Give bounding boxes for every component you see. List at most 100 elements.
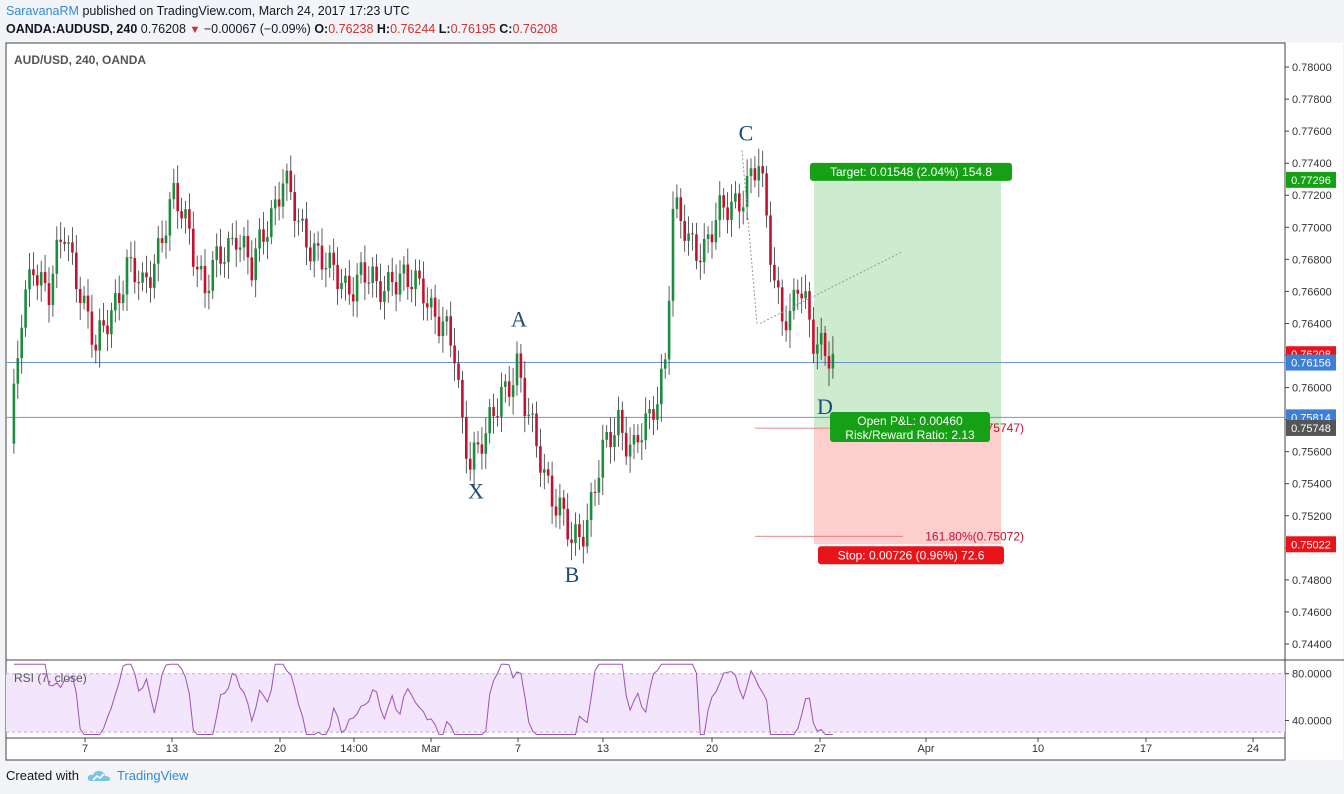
candle-body bbox=[110, 310, 113, 335]
candle-body bbox=[422, 278, 425, 304]
candle-body bbox=[86, 295, 90, 312]
candle-body bbox=[749, 168, 753, 177]
price-badge-bg bbox=[1286, 419, 1336, 436]
price-badge-text: 0.75748 bbox=[1291, 423, 1331, 435]
candle-body bbox=[141, 272, 144, 283]
candle-body bbox=[215, 246, 218, 260]
candle-body bbox=[383, 290, 386, 302]
candle-body bbox=[207, 290, 211, 294]
candle-body bbox=[531, 413, 534, 415]
symbol: OANDA:AUDUSD, 240 bbox=[6, 22, 138, 36]
x-tick-label: 14:00 bbox=[340, 743, 368, 755]
candle-body bbox=[90, 311, 94, 345]
candle-body bbox=[546, 469, 550, 476]
candle-body bbox=[507, 381, 511, 397]
rsi-y-tick-label: 40.0000 bbox=[1292, 715, 1332, 727]
candle-body bbox=[227, 237, 230, 263]
price-badge-text: 0.76156 bbox=[1291, 358, 1331, 370]
price-badge-bg bbox=[1286, 354, 1336, 371]
candle-body bbox=[472, 442, 476, 470]
candle-body bbox=[55, 239, 59, 274]
close-label: C: bbox=[499, 22, 513, 36]
y-tick-label: 0.75600 bbox=[1292, 447, 1332, 459]
y-tick-label: 0.76400 bbox=[1292, 318, 1332, 330]
pnl-label-bg bbox=[830, 411, 990, 442]
candle-body bbox=[410, 286, 413, 290]
candle-body bbox=[632, 435, 636, 445]
candle-body bbox=[176, 183, 179, 212]
candle-body bbox=[492, 407, 495, 417]
candle-body bbox=[441, 321, 445, 337]
target-label-text: Target: 0.01548 (2.04%) 154.8 bbox=[830, 165, 992, 179]
tradingview-link[interactable]: TradingView bbox=[116, 768, 189, 783]
candle-body bbox=[468, 458, 472, 470]
candle-body bbox=[363, 262, 367, 283]
candle-body bbox=[745, 176, 749, 208]
y-tick-label: 0.74600 bbox=[1292, 607, 1332, 619]
candle-body bbox=[324, 268, 328, 270]
candle-body bbox=[375, 266, 378, 282]
x-tick-label: 20 bbox=[706, 743, 718, 755]
candle-body bbox=[784, 321, 788, 331]
candle-body bbox=[687, 233, 690, 241]
candle-body bbox=[777, 280, 780, 288]
candle-body bbox=[102, 320, 105, 326]
x-tick-label: 20 bbox=[274, 743, 286, 755]
candle-body bbox=[231, 237, 234, 239]
candle-body bbox=[47, 283, 51, 306]
candle-body bbox=[36, 275, 39, 286]
candle-body bbox=[449, 316, 452, 346]
candle-body bbox=[371, 266, 374, 283]
author-link[interactable]: SaravanaRM bbox=[6, 4, 79, 18]
candle-body bbox=[589, 492, 593, 521]
candle-body bbox=[706, 234, 710, 239]
candle-body bbox=[160, 238, 164, 244]
open-value: 0.76238 bbox=[328, 22, 374, 36]
candle-body bbox=[519, 353, 523, 378]
candle-body bbox=[741, 207, 745, 212]
candle-body bbox=[98, 320, 101, 351]
candle-body bbox=[289, 170, 293, 193]
candle-body bbox=[258, 229, 261, 249]
candle-body bbox=[656, 404, 659, 420]
candle-body bbox=[387, 272, 390, 291]
candle-body bbox=[593, 492, 597, 494]
price-badge-bg bbox=[1286, 171, 1336, 188]
candle-body bbox=[609, 432, 612, 448]
rsi-y-tick-label: 80.0000 bbox=[1292, 669, 1332, 681]
candle-body bbox=[203, 265, 207, 294]
candle-body bbox=[168, 199, 172, 236]
candle-body bbox=[242, 236, 246, 248]
y-tick-label: 0.77800 bbox=[1292, 94, 1332, 106]
candle-body bbox=[429, 297, 433, 308]
candle-body bbox=[184, 209, 187, 219]
y-tick-label: 0.77400 bbox=[1292, 158, 1332, 170]
price-axis-bg bbox=[1285, 43, 1343, 760]
candle-body bbox=[250, 257, 254, 281]
candle-body bbox=[796, 289, 800, 294]
projection-line bbox=[759, 250, 904, 324]
candle-body bbox=[305, 218, 308, 248]
y-tick-label: 0.77000 bbox=[1292, 222, 1332, 234]
candle-body bbox=[106, 325, 109, 335]
candle-body bbox=[453, 345, 456, 364]
candle-body bbox=[394, 282, 398, 295]
price-badge-bg bbox=[1286, 536, 1336, 553]
candle-body bbox=[738, 193, 741, 212]
candle-body bbox=[699, 260, 702, 263]
y-tick-label: 0.76600 bbox=[1292, 286, 1332, 298]
candle-body bbox=[20, 327, 23, 359]
high-label: H: bbox=[376, 22, 391, 36]
rsi-line bbox=[13, 663, 833, 735]
candle-body bbox=[340, 282, 343, 290]
open-label: O: bbox=[314, 22, 329, 36]
x-tick-label: 27 bbox=[814, 743, 826, 755]
candle-body bbox=[476, 442, 480, 445]
pattern-label-d: D bbox=[817, 394, 833, 419]
candle-body bbox=[117, 293, 121, 304]
candle-body bbox=[578, 524, 581, 537]
candle-body bbox=[788, 310, 792, 331]
candle-body bbox=[246, 236, 250, 258]
candle-body bbox=[683, 221, 686, 241]
